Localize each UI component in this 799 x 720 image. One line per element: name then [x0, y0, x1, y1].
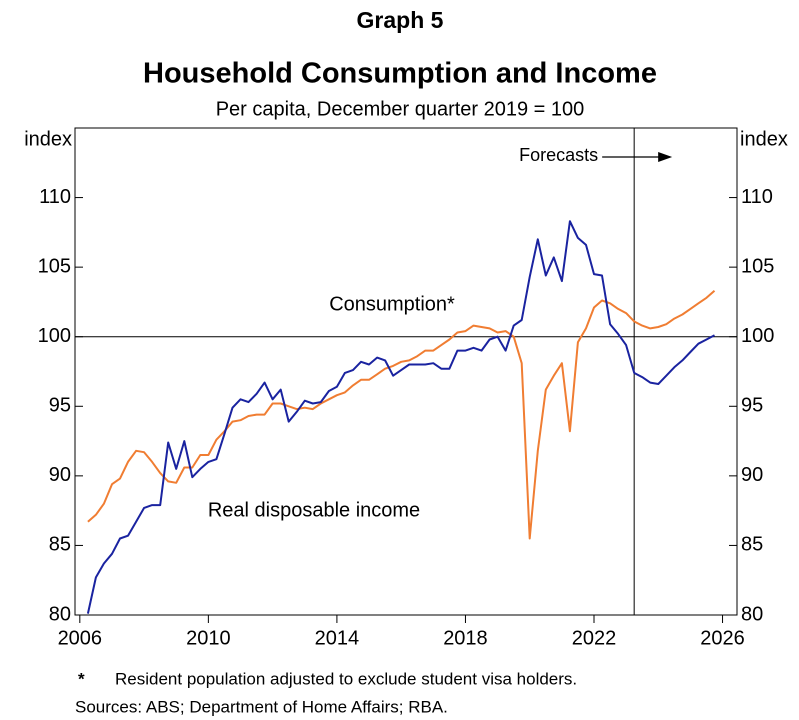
x-tick-label: 2006 — [58, 627, 103, 649]
series-line — [86, 220, 715, 614]
sources: Sources: ABS; Department of Home Affairs… — [75, 697, 448, 716]
y-axis-label: index — [24, 128, 72, 150]
y2-axis-label: index — [740, 128, 788, 150]
y2-tick-label: 95 — [741, 395, 763, 417]
series-line — [87, 290, 716, 540]
forecast-label: Forecasts — [519, 145, 598, 165]
y2-tick-label: 105 — [741, 255, 774, 277]
y-tick-label: 80 — [49, 603, 71, 625]
series-label: Real disposable income — [208, 499, 420, 521]
series-label: Consumption* — [329, 293, 455, 315]
forecast-arrowhead — [658, 152, 673, 162]
y-tick-label: 105 — [38, 255, 71, 277]
graph-number: Graph 5 — [357, 7, 444, 33]
plot-frame — [74, 127, 738, 616]
y-tick-label: 90 — [49, 464, 71, 486]
y-tick-label: 85 — [49, 534, 71, 556]
footnote: Resident population adjusted to exclude … — [115, 669, 577, 688]
x-tick-label: 2014 — [315, 627, 360, 649]
chart-title: Household Consumption and Income — [143, 58, 657, 90]
y2-tick-label: 85 — [741, 534, 763, 556]
x-tick-label: 2018 — [443, 627, 488, 649]
footnote-marker: * — [78, 669, 85, 688]
y2-tick-label: 90 — [741, 464, 763, 486]
x-tick-label: 2026 — [700, 627, 745, 649]
chart-subtitle: Per capita, December quarter 2019 = 100 — [216, 98, 585, 120]
x-tick-label: 2010 — [186, 627, 231, 649]
y2-tick-label: 80 — [741, 603, 763, 625]
y2-tick-label: 100 — [741, 325, 774, 347]
x-tick-label: 2022 — [572, 627, 617, 649]
y-tick-label: 110 — [39, 186, 71, 208]
y-tick-label: 100 — [38, 325, 71, 347]
y-tick-label: 95 — [49, 395, 71, 417]
y2-tick-label: 110 — [741, 186, 773, 208]
